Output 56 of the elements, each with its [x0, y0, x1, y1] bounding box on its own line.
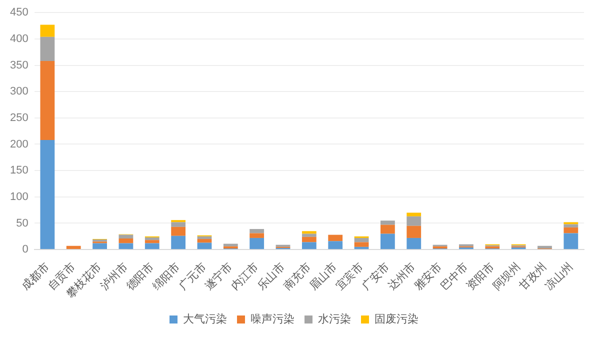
bar [250, 229, 264, 234]
bar [564, 233, 578, 250]
bar [328, 241, 343, 250]
bar [328, 234, 343, 242]
bar [302, 242, 316, 250]
y-tick-label: 300 [10, 86, 28, 98]
bar [302, 231, 316, 234]
y-tick-label: 100 [10, 190, 28, 203]
bar [223, 244, 238, 246]
bar [354, 246, 369, 250]
bar [92, 243, 107, 250]
y-tick-label: 450 [10, 6, 28, 19]
bar [40, 24, 55, 37]
bar [406, 212, 422, 216]
bar [406, 238, 422, 250]
bar [197, 242, 212, 250]
bar [144, 240, 160, 244]
y-tick-label: 50 [16, 217, 28, 230]
bar [564, 224, 578, 228]
bar [302, 234, 316, 237]
bar [171, 236, 186, 250]
bar [406, 226, 422, 238]
bar [144, 237, 160, 240]
bar [354, 242, 369, 247]
bar [40, 61, 55, 140]
bar [66, 246, 81, 250]
bar [118, 243, 134, 250]
bar [40, 36, 55, 62]
bar [197, 236, 212, 240]
bar [171, 226, 186, 236]
bar [380, 234, 395, 250]
bar [538, 246, 552, 248]
bar [171, 222, 186, 227]
y-tick-label: 350 [10, 59, 28, 72]
bar [406, 216, 422, 226]
y-tick-label: 250 [10, 112, 28, 124]
legend-label: 噪声污染 [250, 312, 294, 326]
bar [380, 224, 395, 234]
y-tick-label: 400 [10, 32, 28, 45]
bar [564, 227, 578, 234]
y-tick-label: 150 [10, 164, 28, 177]
bar [380, 220, 395, 225]
y-tick-label: 0 [22, 244, 28, 256]
bar [250, 233, 264, 238]
bar [144, 243, 160, 250]
legend-label: 固废污染 [374, 312, 418, 326]
bar [197, 239, 212, 243]
legend-label: 水污染 [318, 312, 351, 326]
bar [354, 238, 369, 242]
bar [118, 238, 134, 244]
legend-label: 大气污染 [183, 312, 227, 326]
bar [302, 236, 316, 242]
bar [118, 234, 134, 238]
bar [40, 140, 55, 250]
y-tick-label: 200 [10, 138, 28, 150]
bar [250, 238, 264, 250]
